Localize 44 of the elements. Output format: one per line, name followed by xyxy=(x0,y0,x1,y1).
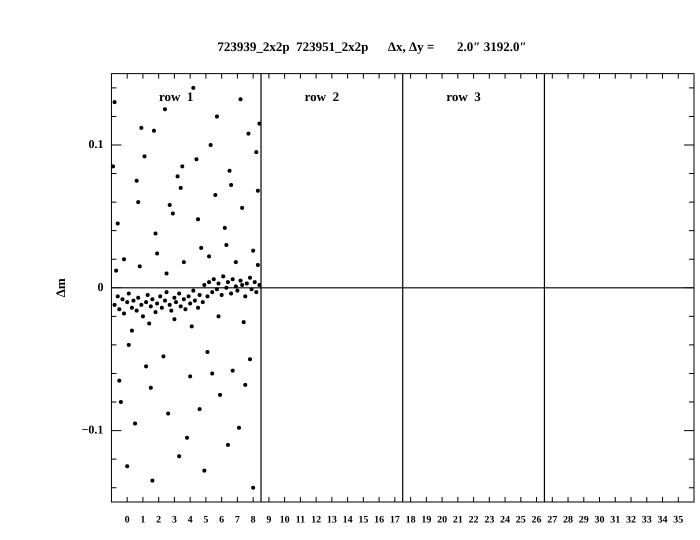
x-tick-label: 21 xyxy=(452,514,463,526)
x-tick-label: 25 xyxy=(516,514,526,526)
x-tick-label: 6 xyxy=(219,514,224,526)
x-tick-label: 24 xyxy=(500,514,510,526)
y-axis-title: Δm xyxy=(53,278,68,298)
x-tick-label: 34 xyxy=(658,514,668,526)
x-tick-label: 1 xyxy=(140,514,146,526)
x-tick-label: 19 xyxy=(421,514,432,526)
x-tick-label: 4 xyxy=(188,514,193,526)
y-tick-label: 0.1 xyxy=(88,137,104,152)
x-tick-label: 0 xyxy=(124,514,130,526)
annotation: row 1 xyxy=(159,88,194,104)
x-tick-label: 13 xyxy=(326,514,337,526)
x-tick-label: 18 xyxy=(406,514,416,526)
x-tick-label: 3 xyxy=(172,514,177,526)
x-tick-label: 12 xyxy=(311,514,322,526)
x-tick-label: 11 xyxy=(296,514,306,526)
annotation: row 3 xyxy=(446,88,482,104)
x-tick-label: 30 xyxy=(594,514,605,526)
x-tick-label: 29 xyxy=(578,514,589,526)
x-tick-label: 33 xyxy=(642,514,652,526)
annotation: row 2 xyxy=(304,88,340,104)
x-tick-label: 9 xyxy=(266,514,272,526)
x-tick-label: 27 xyxy=(547,514,558,526)
x-tick-label: 14 xyxy=(342,514,353,526)
x-tick-label: 16 xyxy=(374,514,384,526)
x-tick-label: 23 xyxy=(484,514,494,526)
chart-title: 723939_2x2p 723951_2x2p Δx, Δy = 2.0″ 3192.0″ xyxy=(217,39,527,54)
x-tick-label: 7 xyxy=(234,514,240,526)
y-tick-label: 0 xyxy=(97,280,104,294)
x-tick-label: 2 xyxy=(156,514,162,526)
x-tick-label: 31 xyxy=(610,514,620,526)
x-tick-label: 15 xyxy=(358,514,368,526)
x-tick-label: 26 xyxy=(532,514,542,526)
x-tick-label: 28 xyxy=(563,514,574,526)
x-tick-label: 22 xyxy=(468,514,479,526)
y-tick-label: −0.1 xyxy=(82,422,104,437)
x-tick-label: 10 xyxy=(280,514,290,526)
x-tick-label: 35 xyxy=(673,514,684,526)
x-tick-label: 17 xyxy=(390,514,400,526)
x-tick-label: 32 xyxy=(626,514,636,526)
x-tick-label: 8 xyxy=(250,514,256,526)
x-tick-label: 5 xyxy=(203,514,208,526)
x-tick-label: 20 xyxy=(437,514,448,526)
